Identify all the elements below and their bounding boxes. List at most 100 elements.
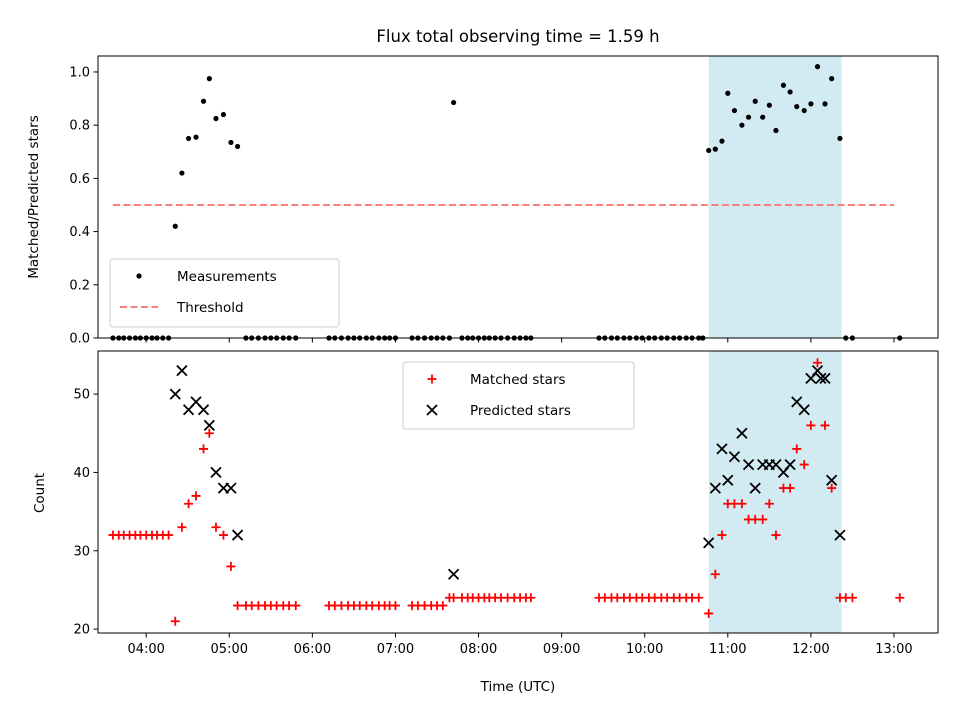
data-point xyxy=(829,76,835,82)
data-point xyxy=(822,101,828,107)
y-tick-label: 0.4 xyxy=(69,225,90,240)
data-point xyxy=(766,102,772,108)
x-axis-label: Time (UTC) xyxy=(480,679,556,695)
bottom-y-axis-label: Count xyxy=(32,473,48,513)
data-point xyxy=(220,111,227,118)
data-point xyxy=(213,115,219,122)
legend-bottom: Matched stars Predicted stars xyxy=(402,361,635,430)
predicted-point xyxy=(716,443,728,455)
data-point xyxy=(200,98,207,104)
predicted-point xyxy=(447,568,460,580)
data-point xyxy=(752,98,758,104)
predicted-point xyxy=(169,388,181,400)
data-point xyxy=(837,135,843,142)
x-tick-label: 10:00 xyxy=(626,642,663,657)
data-point xyxy=(739,122,745,128)
predicted-point xyxy=(722,474,734,486)
data-point xyxy=(179,170,185,176)
data-point xyxy=(234,143,241,150)
x-tick-label: 11:00 xyxy=(709,642,746,657)
matched-point xyxy=(199,444,209,454)
predicted-point xyxy=(826,474,838,486)
matched-point xyxy=(177,522,187,532)
data-point xyxy=(808,101,814,107)
matched-point xyxy=(799,460,809,470)
predicted-point xyxy=(742,458,755,471)
legend-label: Matched stars xyxy=(470,372,566,388)
x-tick-label: 04:00 xyxy=(127,642,164,657)
data-point xyxy=(451,99,457,106)
x-tick-label: 12:00 xyxy=(792,642,829,657)
predicted-point xyxy=(784,458,796,471)
y-tick-label: 0.6 xyxy=(69,172,90,187)
legend-label: Threshold xyxy=(176,300,244,316)
predicted-point xyxy=(210,466,222,479)
predicted-point xyxy=(703,537,715,549)
matched-point xyxy=(164,530,174,540)
data-point xyxy=(228,139,234,146)
matched-point xyxy=(704,608,714,618)
data-point xyxy=(760,114,766,120)
predicted-point xyxy=(728,451,741,463)
data-point xyxy=(787,89,793,95)
matched-point xyxy=(792,444,802,454)
series-bottom-1 xyxy=(169,364,846,580)
matched-point xyxy=(820,420,830,430)
legend-label: Measurements xyxy=(177,269,277,285)
data-point xyxy=(172,223,178,229)
data-point xyxy=(773,127,779,134)
x-tick-label: 06:00 xyxy=(294,642,331,657)
y-tick-label: 0.8 xyxy=(69,119,90,134)
axes-frame-top xyxy=(97,55,939,339)
data-point xyxy=(745,114,752,120)
matched-point xyxy=(813,358,823,368)
predicted-point xyxy=(749,482,761,494)
data-point xyxy=(814,64,821,70)
legend-box xyxy=(402,361,635,430)
x-tick-label: 05:00 xyxy=(211,642,248,657)
legend-top: Measurements Threshold xyxy=(109,258,340,328)
data-point xyxy=(719,138,725,144)
predicted-point xyxy=(815,372,827,385)
matched-point xyxy=(764,499,774,509)
matched-point xyxy=(827,483,837,493)
top-y-axis-label: Matched/Predicted stars xyxy=(26,115,42,278)
matched-point xyxy=(233,601,243,611)
data-point xyxy=(185,135,192,142)
y-tick-label: 30 xyxy=(73,544,90,559)
bottom-panel: 04:00 05:00 06:00 07:00 08:00 09:00 10:00 11:00… xyxy=(73,350,939,657)
data-point xyxy=(725,90,731,96)
matched-point xyxy=(291,601,301,611)
top-panel: 0.0 0.2 0.4 0.6 0.8 1.0 Measurements Threshold xyxy=(69,55,939,347)
predicted-point xyxy=(709,482,721,494)
x-tick-label: 09:00 xyxy=(543,642,580,657)
data-point xyxy=(712,146,718,152)
matched-point xyxy=(717,530,727,540)
data-point xyxy=(206,76,212,82)
observing-span-top xyxy=(708,56,842,338)
matched-point xyxy=(526,593,536,603)
matched-point xyxy=(184,499,194,509)
data-point xyxy=(706,147,712,154)
legend-label: Predicted stars xyxy=(470,403,571,419)
predicted-point xyxy=(736,427,748,439)
matched-point xyxy=(771,530,781,540)
predicted-point xyxy=(231,529,244,541)
x-tick-label: 07:00 xyxy=(377,642,414,657)
y-tick-label: 40 xyxy=(73,466,90,481)
matched-point xyxy=(895,593,905,603)
matched-point xyxy=(847,593,857,603)
predicted-point xyxy=(798,404,810,416)
legend-x-swatch xyxy=(426,404,438,416)
matched-point xyxy=(191,491,201,501)
matched-point xyxy=(694,593,704,603)
series-bottom-0 xyxy=(108,358,905,626)
matched-point xyxy=(758,514,768,524)
predicted-point xyxy=(834,529,846,541)
observing-span-bottom xyxy=(708,351,842,633)
data-point xyxy=(801,107,807,114)
y-tick-label: 0.0 xyxy=(69,332,90,347)
matched-point xyxy=(737,499,747,509)
matched-point xyxy=(806,420,816,430)
